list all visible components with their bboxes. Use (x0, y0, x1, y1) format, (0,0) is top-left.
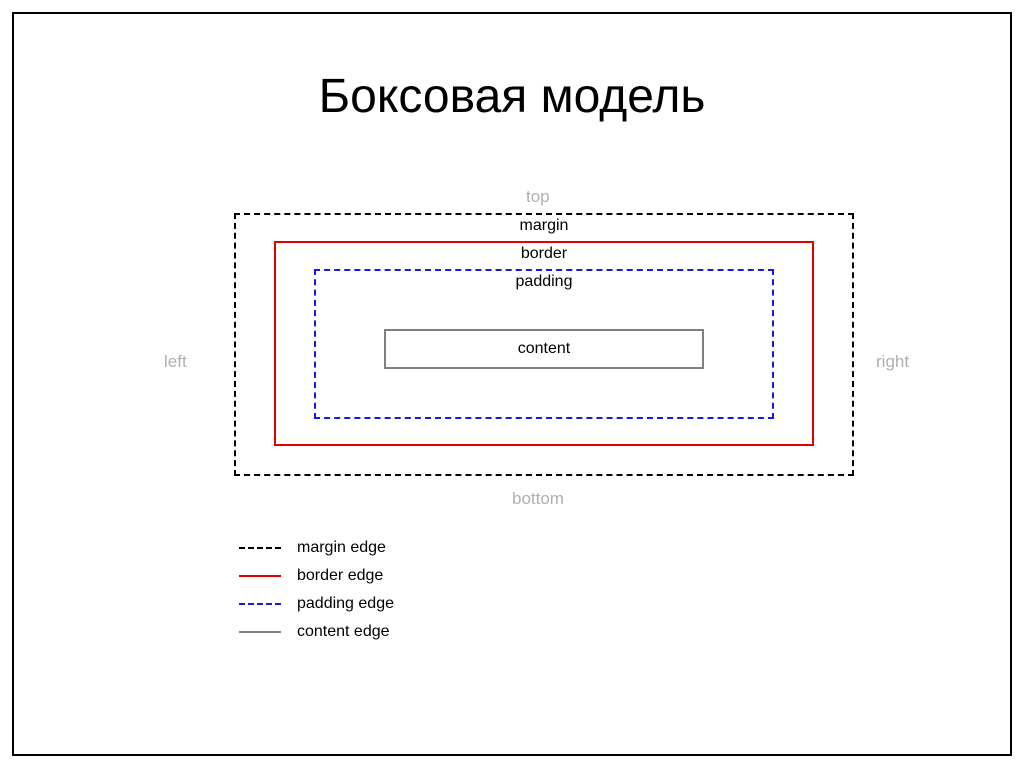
box-model-diagram: top bottom left right margin border padd… (154, 189, 924, 509)
page-title: Боксовая модель (14, 69, 1010, 124)
content-label: content (518, 340, 570, 358)
content-box: content (384, 329, 704, 369)
side-label-bottom: bottom (512, 489, 564, 509)
side-label-right: right (876, 352, 909, 372)
legend-swatch-content (239, 631, 281, 633)
legend-label: border edge (297, 567, 383, 585)
legend-item-padding: padding edge (239, 590, 394, 618)
legend-swatch-border (239, 575, 281, 577)
legend-item-content: content edge (239, 618, 394, 646)
side-label-left: left (164, 352, 187, 372)
border-label: border (276, 245, 812, 263)
legend-item-margin: margin edge (239, 534, 394, 562)
legend: margin edge border edge padding edge con… (239, 534, 394, 646)
legend-swatch-margin (239, 547, 281, 549)
slide-frame: Боксовая модель top bottom left right ma… (12, 12, 1012, 756)
legend-label: content edge (297, 623, 390, 641)
legend-item-border: border edge (239, 562, 394, 590)
side-label-top: top (526, 187, 550, 207)
padding-label: padding (316, 273, 772, 291)
legend-swatch-padding (239, 603, 281, 605)
legend-label: padding edge (297, 595, 394, 613)
margin-label: margin (236, 217, 852, 235)
legend-label: margin edge (297, 539, 386, 557)
